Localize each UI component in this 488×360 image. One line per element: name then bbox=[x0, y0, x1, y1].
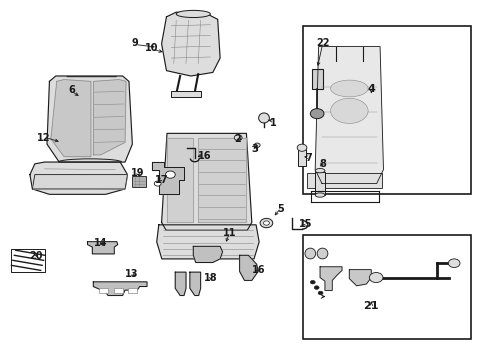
Text: 2: 2 bbox=[233, 134, 240, 144]
Text: 1: 1 bbox=[270, 118, 277, 128]
Text: 21: 21 bbox=[363, 301, 378, 311]
Circle shape bbox=[368, 273, 382, 283]
Polygon shape bbox=[47, 76, 132, 162]
Text: 3: 3 bbox=[250, 144, 257, 154]
Circle shape bbox=[165, 171, 175, 178]
Polygon shape bbox=[161, 12, 220, 76]
Bar bbox=[306, 173, 381, 188]
Bar bbox=[99, 288, 108, 293]
Circle shape bbox=[310, 280, 315, 284]
Polygon shape bbox=[32, 175, 127, 189]
Bar bbox=[171, 91, 200, 97]
Text: 4: 4 bbox=[366, 84, 374, 94]
Text: 16: 16 bbox=[252, 265, 265, 275]
Ellipse shape bbox=[330, 98, 367, 123]
Polygon shape bbox=[175, 272, 185, 296]
Text: 18: 18 bbox=[203, 273, 217, 283]
Bar bbox=[114, 288, 122, 293]
Text: 12: 12 bbox=[37, 133, 50, 143]
Polygon shape bbox=[93, 282, 147, 296]
Polygon shape bbox=[197, 138, 246, 222]
Ellipse shape bbox=[258, 113, 269, 123]
Polygon shape bbox=[152, 162, 183, 194]
Text: 8: 8 bbox=[319, 159, 325, 169]
Text: 10: 10 bbox=[145, 43, 158, 53]
Text: 6: 6 bbox=[68, 85, 75, 95]
Text: 7: 7 bbox=[305, 153, 312, 163]
Polygon shape bbox=[30, 162, 127, 194]
Polygon shape bbox=[348, 270, 370, 286]
Ellipse shape bbox=[315, 168, 325, 173]
Bar bbox=[132, 176, 146, 187]
Circle shape bbox=[310, 109, 324, 119]
Ellipse shape bbox=[315, 193, 325, 197]
Bar bbox=[128, 288, 137, 293]
Polygon shape bbox=[320, 267, 341, 291]
Polygon shape bbox=[167, 138, 193, 222]
Polygon shape bbox=[157, 225, 259, 259]
Polygon shape bbox=[51, 80, 91, 157]
Text: 11: 11 bbox=[223, 228, 236, 238]
Polygon shape bbox=[315, 46, 383, 184]
Text: 13: 13 bbox=[124, 269, 138, 279]
Polygon shape bbox=[189, 272, 200, 296]
Bar bbox=[303, 26, 470, 194]
Circle shape bbox=[297, 144, 306, 151]
Text: 17: 17 bbox=[155, 175, 168, 185]
Text: 14: 14 bbox=[94, 238, 107, 248]
Text: 19: 19 bbox=[130, 168, 143, 178]
Polygon shape bbox=[93, 80, 126, 155]
Ellipse shape bbox=[330, 80, 367, 97]
Ellipse shape bbox=[305, 248, 315, 259]
Circle shape bbox=[314, 286, 319, 289]
Ellipse shape bbox=[176, 10, 210, 18]
Bar bbox=[315, 172, 325, 195]
Bar bbox=[311, 69, 322, 89]
Text: 9: 9 bbox=[131, 38, 138, 48]
Polygon shape bbox=[239, 255, 258, 280]
Circle shape bbox=[263, 221, 269, 225]
Text: 20: 20 bbox=[29, 251, 42, 261]
Circle shape bbox=[154, 181, 161, 186]
Circle shape bbox=[234, 135, 242, 140]
Circle shape bbox=[260, 219, 272, 228]
Circle shape bbox=[254, 143, 260, 147]
Circle shape bbox=[318, 291, 323, 295]
Circle shape bbox=[447, 259, 459, 267]
Polygon shape bbox=[161, 134, 251, 230]
Text: 15: 15 bbox=[298, 219, 311, 229]
Bar bbox=[11, 249, 44, 272]
Text: 5: 5 bbox=[277, 204, 284, 215]
Text: 16: 16 bbox=[197, 150, 211, 161]
Text: 22: 22 bbox=[315, 38, 328, 48]
Bar bbox=[298, 147, 305, 166]
Polygon shape bbox=[193, 246, 222, 262]
Polygon shape bbox=[87, 242, 118, 254]
Ellipse shape bbox=[317, 248, 327, 259]
Bar bbox=[303, 234, 470, 338]
